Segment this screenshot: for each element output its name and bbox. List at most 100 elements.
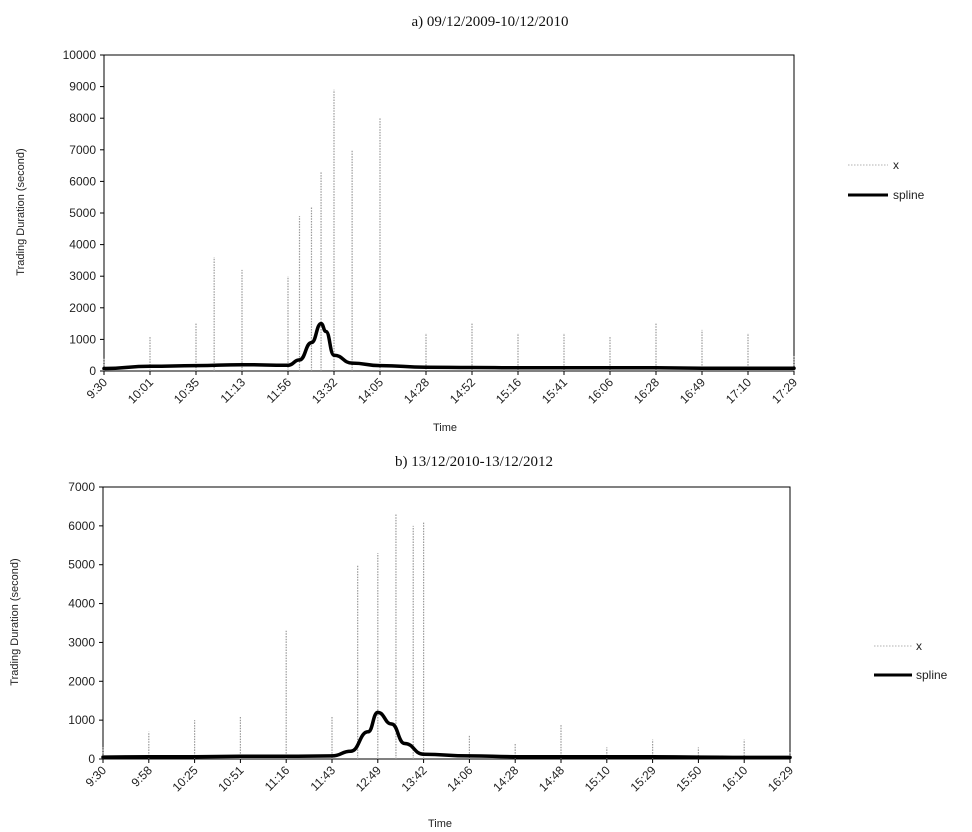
spline-series-point: [378, 364, 382, 368]
spline-series-point: [562, 366, 566, 370]
spline-series-point: [605, 755, 609, 759]
legend-spline-label: spline: [893, 188, 925, 202]
x-tick-label: 10:01: [125, 375, 156, 406]
x-tick-label: 12:49: [353, 763, 384, 794]
spline-series-point: [467, 754, 471, 758]
spline-series-point: [788, 755, 792, 760]
spline-series-point: [366, 730, 370, 734]
x-tick-label: 9:30: [83, 763, 110, 790]
x-tick-label: 10:51: [215, 763, 246, 794]
plot-area-frame: [102, 486, 791, 760]
chart-a-xlabel: Time: [433, 422, 457, 434]
spline-series-point: [792, 366, 796, 370]
spline-series-point: [516, 366, 520, 370]
chart-b-xlabel: Time: [428, 818, 452, 830]
spline-series-line: [101, 710, 792, 760]
x-tick-label: 15:16: [493, 375, 524, 406]
y-tick-label: 6000: [68, 519, 95, 533]
y-tick-label: 2000: [69, 301, 96, 315]
x-tick-label: 14:28: [490, 763, 521, 794]
y-tick-label: 5000: [68, 558, 95, 572]
spline-series-point: [238, 754, 242, 758]
spline-series-point: [101, 755, 105, 759]
spline-series-point: [559, 755, 563, 759]
x-tick-label: 11:43: [308, 763, 339, 794]
x-tick-label: 10:35: [171, 375, 202, 406]
y-tick-label: 0: [88, 752, 95, 766]
y-tick-label: 3000: [68, 635, 95, 649]
x-tick-label: 14:28: [401, 375, 432, 406]
chart-b-legend: x spline: [874, 639, 948, 682]
spline-series-point: [422, 752, 426, 756]
y-tick-label: 0: [89, 364, 96, 378]
x-tick-label: 15:29: [628, 763, 659, 794]
spline-series-point: [746, 366, 750, 370]
spline-series-point: [309, 340, 314, 345]
x-tick-label: 16:29: [765, 763, 796, 794]
x-tick-label: 16:10: [719, 763, 750, 794]
x-tick-label: 14:48: [536, 763, 567, 794]
spline-series-point: [742, 755, 746, 760]
spline-series-point: [376, 710, 380, 714]
spline-series-point: [194, 364, 198, 368]
x-tick-label: 16:49: [677, 375, 708, 406]
chart-b-title: b) 13/12/2010-13/12/2012: [395, 454, 553, 470]
spline-series-point: [332, 353, 336, 357]
x-tick-label: 15:50: [673, 763, 704, 794]
x-tick-label: 11:13: [218, 375, 249, 406]
plot-area-frame: [103, 54, 795, 372]
y-tick-label: 4000: [68, 597, 95, 611]
spline-series-point: [349, 749, 353, 753]
spline-series-point: [193, 755, 197, 759]
x-tick-label: 11:56: [264, 375, 295, 406]
legend-x-label: x: [893, 158, 899, 172]
x-tick-label: 10:25: [170, 763, 201, 794]
spline-series-point: [350, 361, 354, 365]
x-tick-label: 13:32: [309, 375, 340, 406]
spline-series-point: [102, 366, 106, 371]
chart-a-title: a) 09/12/2009-10/12/2010: [411, 14, 568, 30]
spline-series-point: [654, 366, 658, 370]
legend-x-label: x: [916, 639, 922, 653]
spline-series-point: [470, 365, 474, 370]
y-tick-label: 2000: [68, 674, 95, 688]
x-tick-label: 15:41: [539, 375, 570, 406]
chart-b: b) 13/12/2010-13/12/2012 Trading Duratio…: [9, 454, 948, 830]
x-tick-label: 13:42: [399, 763, 430, 794]
y-tick-label: 10000: [63, 48, 97, 62]
x-tick-label: 17:29: [769, 375, 800, 406]
y-tick-label: 3000: [69, 269, 96, 283]
spline-series-point: [297, 358, 302, 362]
y-tick-label: 5000: [69, 206, 96, 220]
x-tick-label: 11:16: [262, 763, 293, 794]
y-tick-label: 4000: [69, 238, 96, 252]
chart-b-plot: 0 1000 2000 3000 4000 5000 6000 7000 9:30 9:58 10:…: [68, 480, 796, 794]
chart-a-plot: 0 1000 2000 3000 4000 5000 6000 7000 8000 9000 100…: [63, 48, 801, 406]
spline-series-point: [284, 754, 288, 758]
spline-series-point: [240, 363, 244, 367]
x-tick-label: 16:28: [631, 375, 662, 406]
chart-a-legend: x spline: [848, 158, 925, 202]
x-tick-label: 16:06: [585, 375, 616, 406]
x-tick-label: 14:52: [447, 375, 478, 406]
spline-series-point: [696, 755, 701, 759]
spline-series-point: [148, 364, 152, 368]
spline-series-point: [700, 366, 704, 370]
y-tick-label: 6000: [69, 174, 96, 188]
spline-series-point: [324, 329, 328, 334]
x-tick-label: 14:05: [355, 375, 386, 406]
spline-series-point: [286, 363, 290, 367]
y-tick-label: 8000: [69, 111, 96, 125]
spline-series-point: [330, 754, 334, 758]
spline-series-point: [608, 366, 612, 370]
y-tick-label: 1000: [69, 332, 96, 346]
legend-spline-label: spline: [916, 668, 948, 682]
spline-series-point: [319, 322, 323, 326]
x-tick-label: 14:06: [444, 763, 475, 794]
chart-b-ylabel: Trading Duration (second): [9, 558, 21, 685]
x-tick-label: 9:30: [84, 375, 111, 402]
y-tick-label: 1000: [68, 713, 95, 727]
spline-series-line: [102, 321, 796, 371]
y-tick-label: 9000: [69, 80, 96, 94]
